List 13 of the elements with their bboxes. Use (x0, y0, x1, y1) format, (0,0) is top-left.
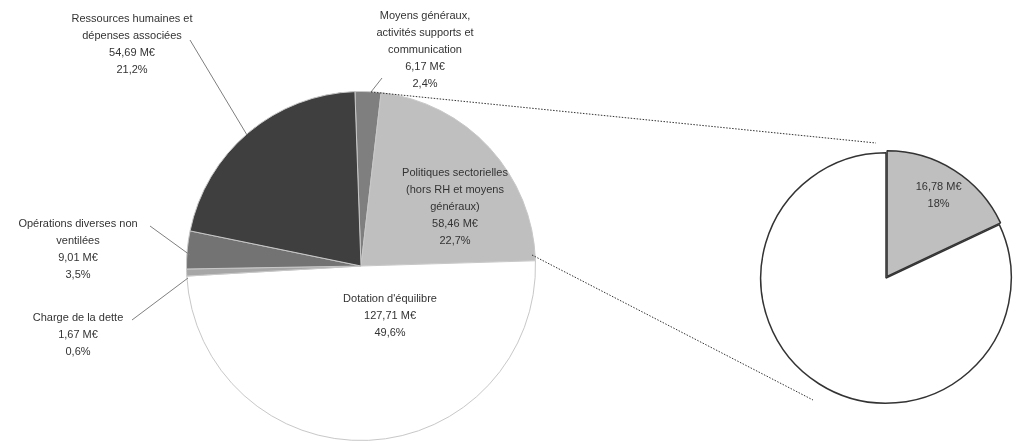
data-label: 1,67 M€ 0,6% (58, 328, 98, 358)
data-label: 54,69 M€ 21,2% (109, 46, 155, 76)
slice-label: Ressources humaines et dépenses associées (71, 12, 193, 42)
slice-label: Charge de la dette (32, 311, 124, 324)
slice-label: Opérations diverses non ventilées (18, 217, 138, 247)
slice-label: Dotation d'équilibre (343, 292, 437, 305)
slice-label: Politiques sectorielles (hors RH et moyens généraux) (402, 166, 509, 213)
slice-label: Moyens généraux, activités supports et communication (376, 9, 474, 56)
data-label: 58,46 M€ 22,7% (432, 217, 478, 247)
data-label: 6,17 M€ 2,4% (405, 60, 445, 90)
data-label: 16,78 M€ 18% (915, 179, 962, 209)
data-label: 127,71 M€ 49,6% (364, 309, 416, 339)
data-label: 9,01 M€ 3,5% (58, 251, 98, 281)
